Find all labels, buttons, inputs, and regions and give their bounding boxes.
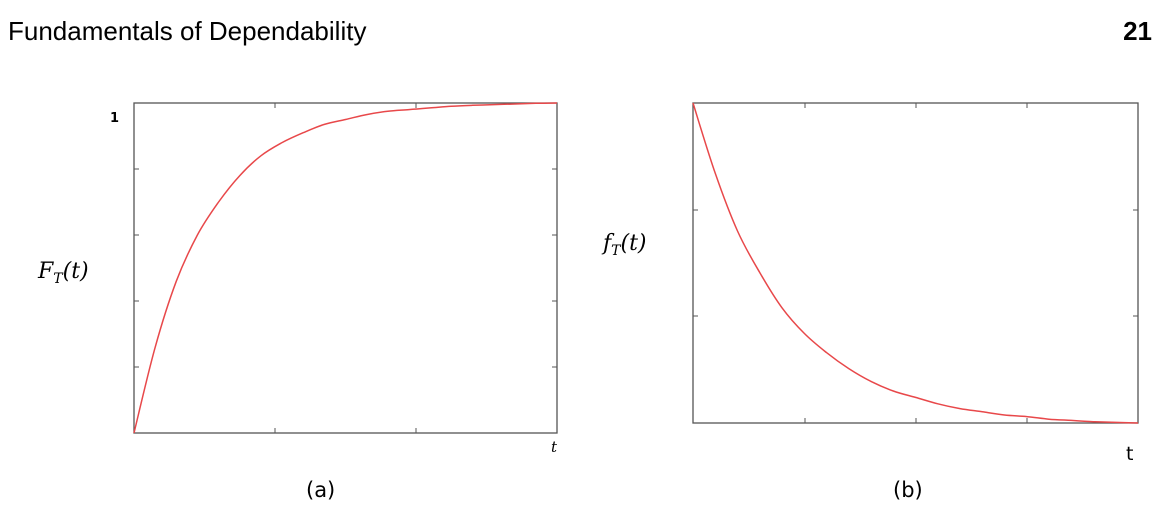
chart-a-series-line bbox=[133, 102, 558, 434]
chart-b: fT(t) t bbox=[601, 102, 1139, 465]
chart-b-caption: (b) bbox=[893, 478, 923, 502]
chart-b-frame bbox=[692, 102, 1139, 424]
chart-a: 1 FT(t) t bbox=[37, 102, 558, 456]
chart-b-ylabel: fT(t) bbox=[601, 231, 647, 259]
page-number: 21 bbox=[1123, 16, 1152, 46]
chart-a-points bbox=[133, 102, 557, 433]
chart-a-frame bbox=[133, 102, 558, 434]
chart-b-ticks bbox=[693, 103, 1138, 423]
chart-b-series-line bbox=[692, 102, 1139, 424]
chart-a-ytick-label: 1 bbox=[110, 111, 119, 126]
chart-a-ticks bbox=[134, 103, 557, 433]
chart-a-caption: (a) bbox=[306, 478, 336, 502]
chart-b-xlabel: t bbox=[1126, 443, 1133, 465]
chart-b-points bbox=[692, 102, 1138, 423]
chart-a-xlabel: t bbox=[551, 438, 558, 456]
chart-a-ylabel: FT(t) bbox=[37, 259, 89, 287]
page-header-title: Fundamentals of Dependability bbox=[8, 16, 367, 46]
